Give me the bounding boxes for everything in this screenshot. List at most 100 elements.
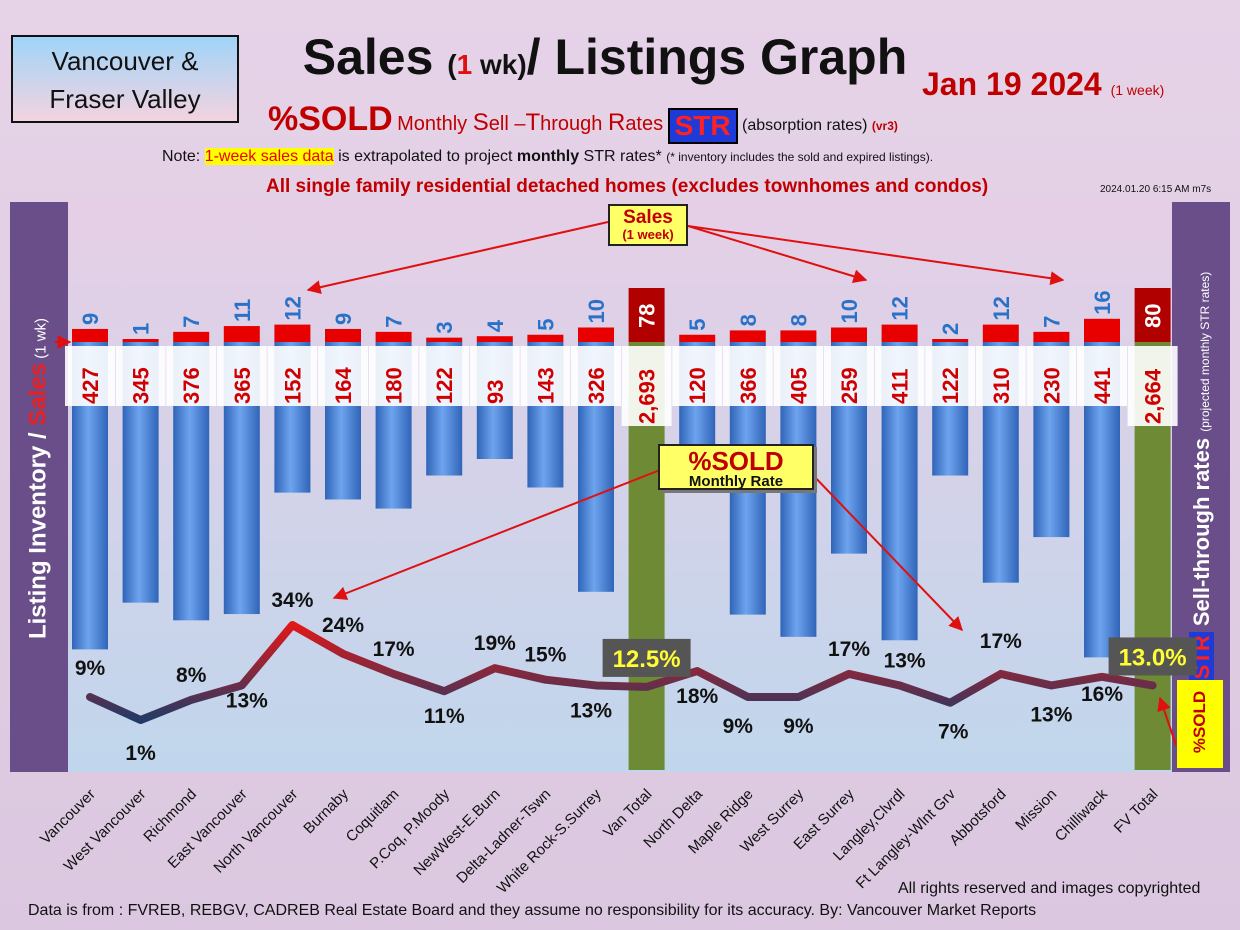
- inventory-label-bg: [419, 346, 470, 406]
- inventory-value-label: 326: [584, 367, 609, 404]
- sales-value-label: 5: [533, 319, 558, 331]
- copyright-note: All rights reserved and images copyright…: [898, 880, 1201, 897]
- region-line-1: Vancouver &: [51, 46, 199, 76]
- pct-value-label: 34%: [271, 589, 313, 612]
- pct-value-label: 9%: [783, 715, 814, 738]
- note-c: STR rates*: [579, 148, 667, 165]
- sales-bar: [527, 334, 564, 342]
- pct-value-label: 15%: [524, 644, 566, 667]
- sold-callout-small: Monthly Rate: [688, 473, 784, 490]
- category-tick-label: NewWest-E.Burn: [410, 786, 503, 879]
- region-label: Vancouver & Fraser Valley: [11, 35, 239, 123]
- sales-value-label: 9: [78, 313, 103, 325]
- sales-value-label: 5: [685, 319, 710, 331]
- category-tick-label: Ft Langley-Wlnt Grv: [853, 785, 960, 892]
- sales-callout-small: (1 week): [622, 227, 674, 242]
- sales-value-label: 9: [331, 313, 356, 325]
- subtitle-monthly-t: T: [525, 109, 541, 136]
- inventory-value-label: 2,693: [635, 369, 660, 424]
- pct-value-label: 7%: [938, 721, 969, 744]
- right-axis-panel: STR Sell-through rates (projected monthl…: [1172, 202, 1230, 772]
- inventory-label-bg: [621, 346, 672, 426]
- pct-sold-line: [86, 621, 1157, 724]
- date-small: (1 week): [1110, 82, 1165, 98]
- report-date: Jan 19 2024 (1 week): [922, 66, 1164, 103]
- callout-arrow: [687, 225, 1065, 286]
- pct-value-label: 16%: [1081, 683, 1123, 706]
- subtitle-monthly-d: ates: [625, 113, 664, 135]
- note-b: is extrapolated to project: [333, 148, 517, 165]
- note-line: Note: 1-week sales data is extrapolated …: [162, 148, 933, 166]
- pct-value-label: 13%: [884, 649, 926, 672]
- category-tick-label: Mission: [1012, 786, 1060, 834]
- inventory-label-bg: [824, 346, 874, 406]
- sales-value-label: 7: [1039, 316, 1064, 328]
- single-family-note: All single family residential detached h…: [266, 176, 989, 197]
- sales-bar: [476, 336, 513, 342]
- sales-bar: [1033, 331, 1070, 342]
- title-paren-open: (: [447, 49, 457, 80]
- pct-value-label: 18%: [676, 685, 718, 708]
- pct-value-label: 13%: [226, 689, 268, 712]
- sales-value-label: 12: [280, 296, 305, 320]
- sales-value-label: 78: [635, 304, 660, 328]
- pct-value-label: 11%: [424, 705, 465, 728]
- sold-callout: %SOLD Monthly Rate: [658, 444, 814, 490]
- timestamp: 2024.01.20 6:15 AM m7s: [1100, 184, 1212, 195]
- inventory-label-bg: [65, 346, 115, 406]
- callout-arrow: [1157, 696, 1177, 746]
- sales-bar: [729, 330, 766, 342]
- subtitle: %SOLD Monthly Sell –Through Rates STR (a…: [268, 100, 898, 144]
- subtitle-monthly-s: S: [472, 109, 489, 136]
- inventory-label-bg: [267, 346, 318, 406]
- inventory-label-bg: [672, 346, 723, 406]
- category-tick-label: Delta-Ladner-Tswn: [453, 786, 554, 887]
- inventory-value-label: 345: [129, 367, 154, 404]
- title-part-a: Sales: [302, 29, 448, 85]
- pct-value-label: 17%: [828, 638, 870, 661]
- subtitle-version: (vr3): [871, 119, 898, 133]
- subtitle-monthly-r: R: [607, 109, 626, 136]
- sales-bar: [831, 327, 867, 342]
- sales-bar: [881, 324, 918, 342]
- callout-arrow: [687, 225, 868, 284]
- total-pct-box: [1108, 637, 1197, 676]
- source-note: Data is from : FVREB, REBGV, CADREB Real…: [28, 902, 1037, 919]
- sales-value-label: 8: [786, 314, 811, 326]
- inventory-label-bg: [722, 346, 773, 406]
- note-small: (* inventory includes the sold and expir…: [666, 150, 934, 164]
- inventory-label-bg: [520, 346, 571, 406]
- callout-arrow: [306, 221, 609, 295]
- sales-callout-main: Sales: [623, 207, 673, 228]
- sold-callout-main: %SOLD: [688, 446, 784, 476]
- callout-arrow: [807, 469, 963, 632]
- sales-value-label: 3: [432, 321, 457, 333]
- inventory-value-label: 441: [1090, 367, 1115, 404]
- inventory-value-label: 230: [1039, 367, 1064, 404]
- inventory-value-label: 366: [736, 367, 761, 404]
- sales-bar: [72, 328, 108, 342]
- sales-bar: [1084, 318, 1120, 342]
- total-pct-box: [602, 638, 691, 677]
- inventory-value-label: 120: [685, 367, 710, 404]
- pct-value-label: 1%: [125, 742, 156, 765]
- title-part-b: / Listings Graph: [526, 29, 908, 85]
- inventory-label-bg: [318, 346, 368, 406]
- inventory-value-label: 411: [888, 369, 913, 405]
- inventory-value-label: 427: [78, 367, 103, 404]
- sales-value-label: 8: [736, 314, 761, 326]
- inventory-value-label: 259: [837, 367, 862, 404]
- pct-value-label: 17%: [373, 638, 415, 661]
- title-one: 1: [456, 49, 473, 80]
- inventory-label-bg: [368, 346, 419, 406]
- inventory-value-label: 122: [432, 367, 457, 404]
- inventory-label-bg: [571, 346, 621, 406]
- sales-bar: [274, 324, 311, 342]
- inventory-value-label: 405: [786, 367, 811, 404]
- subtitle-monthly-c: hrough: [540, 113, 608, 135]
- total-sales-bar: [1134, 288, 1171, 342]
- subtitle-monthly: Monthly Sell –Through Rates: [397, 109, 664, 136]
- inventory-value-label: 164: [331, 367, 356, 404]
- inventory-value-label: 365: [230, 367, 255, 404]
